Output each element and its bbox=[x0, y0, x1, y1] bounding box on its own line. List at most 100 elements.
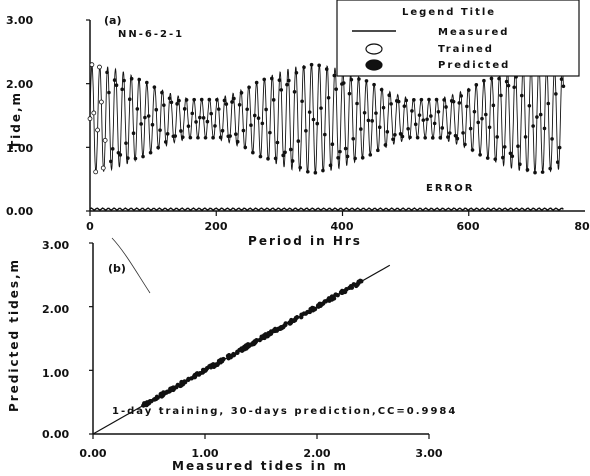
predicted-marker bbox=[357, 77, 361, 81]
predicted-marker bbox=[465, 104, 469, 109]
predicted-marker bbox=[451, 99, 456, 104]
predicted-marker bbox=[423, 135, 427, 140]
predicted-marker bbox=[328, 163, 333, 168]
scatter-point bbox=[237, 347, 242, 353]
predicted-marker bbox=[122, 78, 126, 83]
predicted-marker bbox=[533, 170, 537, 175]
a-x-tick-label: 0 bbox=[86, 220, 94, 233]
predicted-marker bbox=[209, 111, 213, 116]
predicted-marker bbox=[234, 132, 238, 136]
a-y-axis-label: Tide,m bbox=[9, 91, 23, 149]
predicted-marker bbox=[287, 78, 291, 83]
scatter-point bbox=[322, 299, 328, 304]
predicted-marker bbox=[410, 109, 414, 113]
predicted-marker bbox=[273, 156, 278, 161]
predicted-marker bbox=[542, 126, 547, 131]
trained-marker bbox=[95, 127, 100, 133]
b-x-tick-label: 1.00 bbox=[191, 447, 218, 460]
predicted-marker bbox=[179, 129, 183, 133]
predicted-marker bbox=[114, 83, 119, 87]
predicted-marker bbox=[129, 76, 134, 81]
predicted-marker bbox=[270, 76, 274, 81]
predicted-marker bbox=[527, 103, 532, 108]
predicted-marker bbox=[304, 129, 308, 133]
predicted-marker bbox=[501, 155, 505, 160]
predicted-marker bbox=[370, 119, 374, 123]
scatter-point bbox=[218, 358, 223, 363]
predicted-marker bbox=[519, 93, 524, 98]
predicted-marker bbox=[368, 153, 373, 157]
predicted-marker bbox=[199, 97, 204, 102]
a-x-tick-label: 200 bbox=[205, 220, 228, 233]
legend: Legend Title Measured Trained Predicted bbox=[336, 0, 580, 77]
predicted-marker bbox=[393, 133, 397, 137]
scatter-point bbox=[311, 307, 316, 312]
predicted-marker bbox=[427, 97, 431, 102]
predicted-marker bbox=[489, 76, 494, 81]
scatter-point bbox=[283, 322, 288, 328]
predicted-marker bbox=[173, 134, 178, 138]
predicted-marker bbox=[133, 156, 138, 161]
predicted-marker bbox=[292, 90, 297, 94]
predicted-marker bbox=[463, 142, 467, 147]
scan-artifact-curve bbox=[111, 237, 151, 294]
predicted-marker bbox=[186, 124, 191, 129]
predicted-marker bbox=[211, 135, 215, 140]
scatter-point bbox=[349, 285, 355, 290]
predicted-marker bbox=[127, 97, 132, 102]
predicted-marker bbox=[525, 168, 530, 172]
predicted-marker bbox=[400, 134, 405, 139]
predicted-marker bbox=[497, 76, 501, 81]
predicted-marker bbox=[207, 97, 212, 102]
predicted-marker bbox=[554, 92, 558, 96]
trained-marker bbox=[91, 110, 97, 116]
predicted-marker bbox=[389, 102, 393, 106]
predicted-marker bbox=[406, 127, 410, 131]
scatter-point bbox=[353, 283, 359, 289]
b-y-axis-label: Predicted tides,m bbox=[7, 258, 21, 412]
predicted-marker bbox=[277, 78, 282, 82]
predicted-marker bbox=[364, 79, 369, 83]
predicted-marker bbox=[345, 154, 350, 159]
predicted-marker bbox=[434, 97, 439, 102]
predicted-marker bbox=[448, 131, 452, 135]
predicted-marker bbox=[196, 135, 200, 140]
b-y-tick-label: 0.00 bbox=[42, 428, 69, 441]
predicted-marker bbox=[355, 101, 359, 106]
predicted-marker bbox=[288, 147, 293, 152]
predicted-marker bbox=[391, 137, 395, 142]
predicted-marker bbox=[468, 126, 473, 131]
a-y-tick-label: 1.00 bbox=[6, 142, 33, 155]
predicted-marker bbox=[137, 77, 142, 82]
predicted-marker bbox=[237, 103, 242, 107]
scatter-point bbox=[358, 278, 363, 284]
panel-b-tick-marks bbox=[89, 242, 430, 439]
predicted-marker bbox=[158, 128, 162, 132]
legend-predicted-swatch bbox=[365, 59, 383, 71]
predicted-marker bbox=[109, 159, 113, 164]
trained-marker bbox=[87, 116, 93, 122]
predicted-marker bbox=[446, 135, 450, 139]
predicted-marker bbox=[336, 155, 340, 160]
predicted-marker bbox=[110, 147, 115, 151]
panel-b: 3.00 2.00 1.00 0.00 0.00 1.00 2.00 3.00 … bbox=[7, 239, 455, 473]
predicted-marker bbox=[351, 136, 356, 141]
predicted-marker bbox=[417, 113, 422, 117]
predicted-marker bbox=[302, 65, 306, 70]
predicted-marker bbox=[141, 154, 145, 159]
predicted-marker bbox=[190, 111, 195, 116]
predicted-marker bbox=[230, 100, 234, 104]
predicted-marker bbox=[376, 148, 380, 153]
predicted-marker bbox=[485, 156, 490, 160]
predicted-marker bbox=[235, 139, 240, 144]
predicted-marker bbox=[317, 63, 321, 68]
b-panel-label: (b) bbox=[108, 262, 126, 275]
predicted-marker bbox=[150, 122, 155, 127]
predicted-marker bbox=[438, 135, 443, 140]
predicted-marker bbox=[228, 134, 232, 138]
predicted-marker bbox=[294, 70, 299, 75]
a-panel-label: (a) bbox=[104, 14, 121, 27]
predicted-marker bbox=[169, 100, 174, 105]
predicted-marker bbox=[298, 165, 303, 170]
trained-marker bbox=[89, 62, 95, 68]
